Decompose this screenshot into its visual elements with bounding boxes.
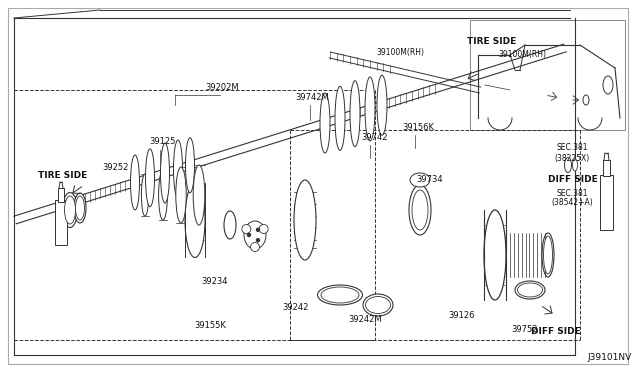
Ellipse shape <box>131 155 140 210</box>
Text: J39101NV: J39101NV <box>588 353 632 362</box>
Ellipse shape <box>186 138 195 193</box>
Ellipse shape <box>410 173 430 187</box>
Ellipse shape <box>412 190 428 230</box>
Text: 39100M(RH): 39100M(RH) <box>498 51 546 60</box>
Ellipse shape <box>173 140 182 198</box>
Ellipse shape <box>317 285 362 305</box>
Text: 39125: 39125 <box>149 138 175 147</box>
Ellipse shape <box>259 224 268 234</box>
Ellipse shape <box>335 86 345 150</box>
Ellipse shape <box>63 192 77 228</box>
Text: 39202M: 39202M <box>205 83 239 93</box>
Text: 39156K: 39156K <box>402 122 434 131</box>
Text: 39742: 39742 <box>362 132 388 141</box>
Ellipse shape <box>350 81 360 147</box>
Text: 39742M: 39742M <box>295 93 329 102</box>
Ellipse shape <box>76 196 84 220</box>
Text: 39155K: 39155K <box>194 321 226 330</box>
Ellipse shape <box>74 193 86 223</box>
Ellipse shape <box>250 243 259 251</box>
Circle shape <box>257 228 259 231</box>
Text: 39242: 39242 <box>282 304 308 312</box>
Ellipse shape <box>145 149 154 207</box>
Bar <box>55 200 67 245</box>
Text: DIFF SIDE: DIFF SIDE <box>548 176 598 185</box>
Ellipse shape <box>141 174 148 216</box>
Ellipse shape <box>321 287 359 303</box>
Text: (38542+A): (38542+A) <box>551 199 593 208</box>
Ellipse shape <box>564 157 572 173</box>
Bar <box>600 175 613 230</box>
Ellipse shape <box>161 143 170 203</box>
Ellipse shape <box>603 76 613 94</box>
Ellipse shape <box>484 210 506 300</box>
Text: 39734: 39734 <box>417 176 444 185</box>
Text: SEC.381: SEC.381 <box>556 189 588 198</box>
Ellipse shape <box>159 170 168 220</box>
Text: 39752: 39752 <box>512 326 538 334</box>
Text: SEC.381: SEC.381 <box>556 144 588 153</box>
Ellipse shape <box>583 95 589 105</box>
Ellipse shape <box>176 167 186 223</box>
Ellipse shape <box>185 183 205 257</box>
Ellipse shape <box>365 296 390 314</box>
Text: 39252: 39252 <box>102 164 128 173</box>
Ellipse shape <box>573 159 577 171</box>
Text: TIRE SIDE: TIRE SIDE <box>38 170 88 180</box>
Ellipse shape <box>377 75 387 135</box>
Ellipse shape <box>65 196 76 224</box>
Text: 39100M(RH): 39100M(RH) <box>376 48 424 57</box>
Text: DIFF SIDE: DIFF SIDE <box>531 327 581 337</box>
Bar <box>58 188 64 202</box>
Ellipse shape <box>242 224 251 234</box>
Ellipse shape <box>294 180 316 260</box>
Text: 39126: 39126 <box>449 311 476 320</box>
Ellipse shape <box>193 165 205 225</box>
Ellipse shape <box>515 281 545 299</box>
Text: TIRE SIDE: TIRE SIDE <box>467 38 516 46</box>
Text: 39242M: 39242M <box>348 315 382 324</box>
Circle shape <box>248 234 250 237</box>
Ellipse shape <box>320 93 330 153</box>
Ellipse shape <box>518 283 543 297</box>
Circle shape <box>257 239 259 242</box>
Ellipse shape <box>244 221 266 249</box>
Text: 39234: 39234 <box>202 278 228 286</box>
Ellipse shape <box>409 185 431 235</box>
Ellipse shape <box>543 236 552 274</box>
Ellipse shape <box>365 77 375 141</box>
Ellipse shape <box>363 294 393 316</box>
Bar <box>470 20 625 130</box>
Ellipse shape <box>542 233 554 277</box>
Bar <box>603 160 610 176</box>
Text: (38225X): (38225X) <box>554 154 589 163</box>
